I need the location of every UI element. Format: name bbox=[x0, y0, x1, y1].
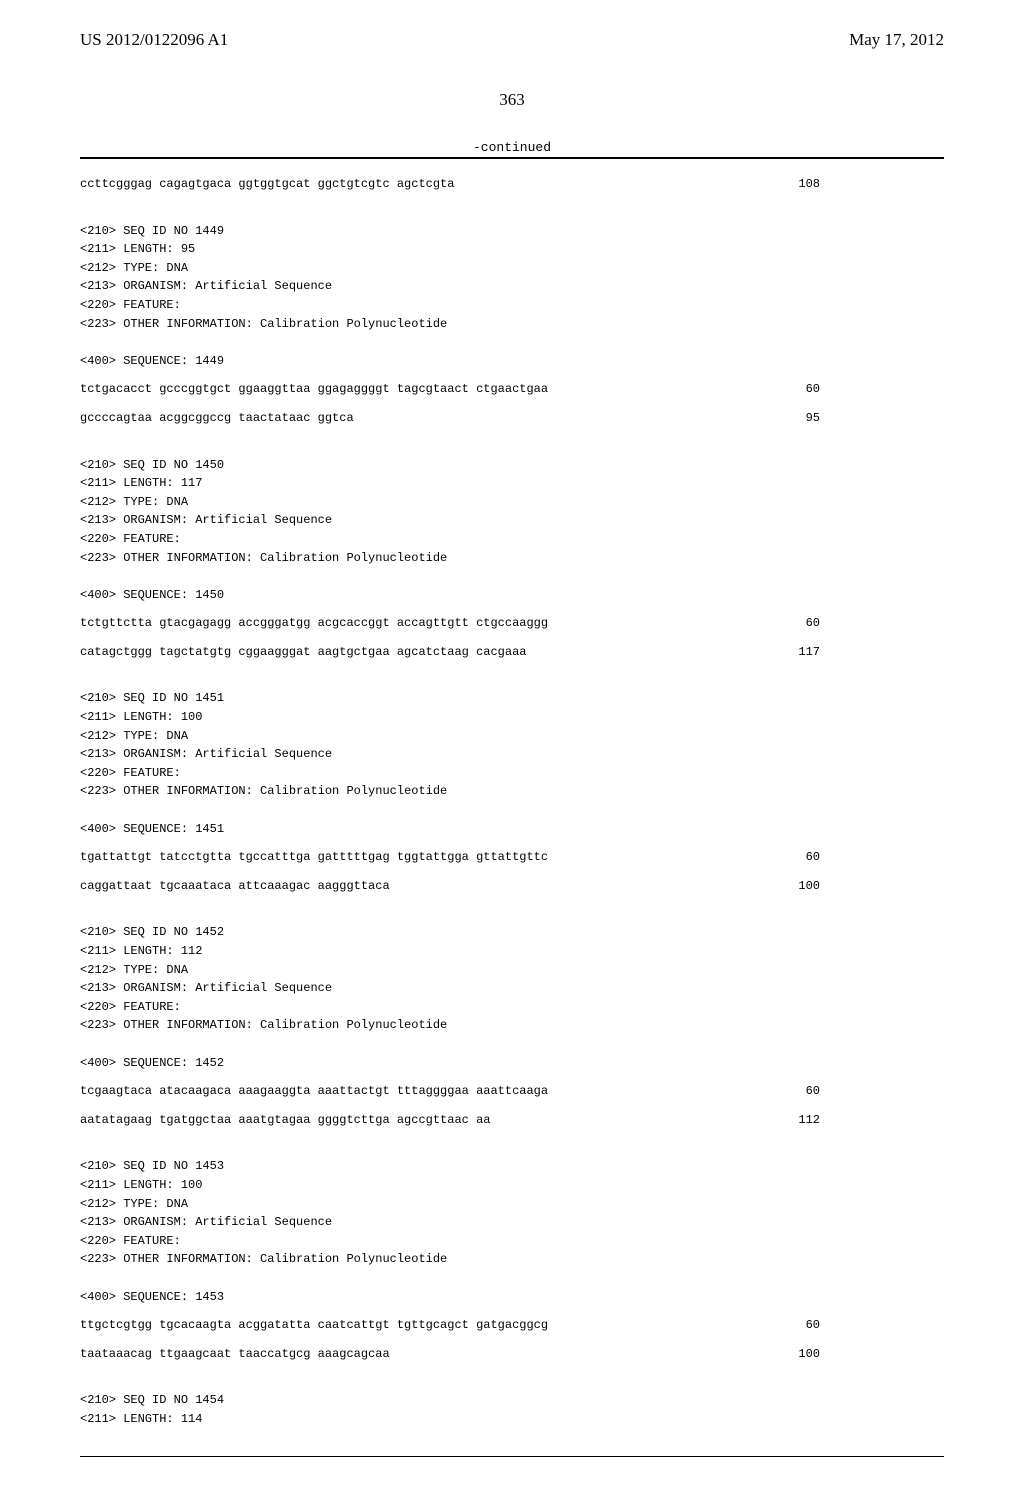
sequence-position: 117 bbox=[760, 643, 820, 662]
sequence-text: ccttcgggag cagagtgaca ggtggtgcat ggctgtc… bbox=[80, 175, 454, 194]
sequence-text: aatatagaag tgatggctaa aaatgtagaa ggggtct… bbox=[80, 1111, 490, 1130]
sequence-meta: <210> SEQ ID NO 1453 <211> LENGTH: 100 <… bbox=[80, 1157, 820, 1306]
sequence-block: <210> SEQ ID NO 1454 <211> LENGTH: 114 bbox=[80, 1391, 820, 1438]
sequence-meta: <210> SEQ ID NO 1454 <211> LENGTH: 114 bbox=[80, 1391, 820, 1428]
sequence-line: ttgctcgtgg tgcacaagta acggatatta caatcat… bbox=[80, 1316, 820, 1335]
sequence-block: <210> SEQ ID NO 1451 <211> LENGTH: 100 <… bbox=[80, 689, 820, 905]
sequence-line: catagctggg tagctatgtg cggaagggat aagtgct… bbox=[80, 643, 820, 662]
page-header: US 2012/0122096 A1 May 17, 2012 bbox=[80, 30, 944, 50]
sequence-meta: <210> SEQ ID NO 1452 <211> LENGTH: 112 <… bbox=[80, 923, 820, 1072]
sequence-listing: ccttcgggag cagagtgaca ggtggtgcat ggctgtc… bbox=[80, 175, 820, 1438]
sequence-line: tgattattgt tatcctgtta tgccatttga gattttt… bbox=[80, 848, 820, 867]
sequence-line: tctgttctta gtacgagagg accgggatgg acgcacc… bbox=[80, 614, 820, 633]
sequence-position: 100 bbox=[760, 1345, 820, 1364]
sequence-position: 100 bbox=[760, 877, 820, 896]
sequence-line: taataaacag ttgaagcaat taaccatgcg aaagcag… bbox=[80, 1345, 820, 1364]
sequence-line: gccccagtaa acggcggccg taactataac ggtca 95 bbox=[80, 409, 820, 428]
sequence-text: catagctggg tagctatgtg cggaagggat aagtgct… bbox=[80, 643, 526, 662]
sequence-text: taataaacag ttgaagcaat taaccatgcg aaagcag… bbox=[80, 1345, 390, 1364]
sequence-line: caggattaat tgcaaataca attcaaagac aagggtt… bbox=[80, 877, 820, 896]
sequence-position: 112 bbox=[760, 1111, 820, 1130]
sequence-line: ccttcgggag cagagtgaca ggtggtgcat ggctgtc… bbox=[80, 175, 820, 194]
continued-label: -continued bbox=[80, 140, 944, 155]
sequence-line: aatatagaag tgatggctaa aaatgtagaa ggggtct… bbox=[80, 1111, 820, 1130]
sequence-position: 60 bbox=[760, 380, 820, 399]
sequence-block: <210> SEQ ID NO 1449 <211> LENGTH: 95 <2… bbox=[80, 222, 820, 438]
sequence-position: 60 bbox=[760, 1316, 820, 1335]
rule-top bbox=[80, 157, 944, 159]
rule-bottom bbox=[80, 1456, 944, 1457]
sequence-text: ttgctcgtgg tgcacaagta acggatatta caatcat… bbox=[80, 1316, 548, 1335]
sequence-position: 108 bbox=[760, 175, 820, 194]
sequence-meta: <210> SEQ ID NO 1449 <211> LENGTH: 95 <2… bbox=[80, 222, 820, 371]
doc-id: US 2012/0122096 A1 bbox=[80, 30, 228, 50]
page-number: 363 bbox=[80, 90, 944, 110]
sequence-text: tgattattgt tatcctgtta tgccatttga gattttt… bbox=[80, 848, 548, 867]
sequence-position: 60 bbox=[760, 1082, 820, 1101]
sequence-text: tctgttctta gtacgagagg accgggatgg acgcacc… bbox=[80, 614, 548, 633]
sequence-text: caggattaat tgcaaataca attcaaagac aagggtt… bbox=[80, 877, 390, 896]
sequence-block: ccttcgggag cagagtgaca ggtggtgcat ggctgtc… bbox=[80, 175, 820, 204]
sequence-block: <210> SEQ ID NO 1452 <211> LENGTH: 112 <… bbox=[80, 923, 820, 1139]
sequence-position: 60 bbox=[760, 848, 820, 867]
sequence-text: tcgaagtaca atacaagaca aaagaaggta aaattac… bbox=[80, 1082, 548, 1101]
sequence-meta: <210> SEQ ID NO 1451 <211> LENGTH: 100 <… bbox=[80, 689, 820, 838]
sequence-line: tcgaagtaca atacaagaca aaagaaggta aaattac… bbox=[80, 1082, 820, 1101]
sequence-text: gccccagtaa acggcggccg taactataac ggtca bbox=[80, 409, 354, 428]
sequence-position: 95 bbox=[760, 409, 820, 428]
page: US 2012/0122096 A1 May 17, 2012 363 -con… bbox=[0, 0, 1024, 1497]
sequence-position: 60 bbox=[760, 614, 820, 633]
sequence-block: <210> SEQ ID NO 1453 <211> LENGTH: 100 <… bbox=[80, 1157, 820, 1373]
sequence-meta: <210> SEQ ID NO 1450 <211> LENGTH: 117 <… bbox=[80, 456, 820, 605]
sequence-text: tctgacacct gcccggtgct ggaaggttaa ggagagg… bbox=[80, 380, 548, 399]
sequence-line: tctgacacct gcccggtgct ggaaggttaa ggagagg… bbox=[80, 380, 820, 399]
sequence-block: <210> SEQ ID NO 1450 <211> LENGTH: 117 <… bbox=[80, 456, 820, 672]
doc-date: May 17, 2012 bbox=[849, 30, 944, 50]
